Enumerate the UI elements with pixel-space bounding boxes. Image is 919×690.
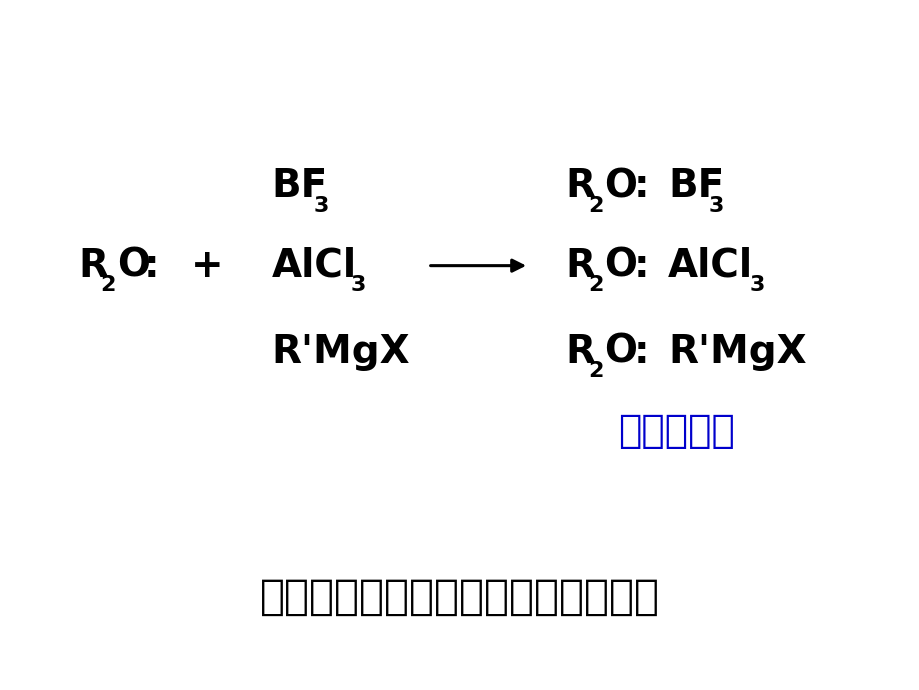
Text: 2: 2	[587, 362, 603, 381]
Text: 形成配合物: 形成配合物	[617, 412, 734, 451]
Text: BF: BF	[271, 167, 327, 206]
Text: BF: BF	[667, 167, 723, 206]
Text: 3: 3	[313, 196, 329, 215]
Text: O: O	[117, 246, 150, 285]
Text: 3: 3	[749, 275, 764, 295]
Text: :: :	[633, 246, 648, 285]
Text: AlCl: AlCl	[667, 246, 753, 285]
Text: 2: 2	[587, 275, 603, 295]
Text: 3: 3	[350, 275, 366, 295]
Text: R: R	[78, 246, 108, 285]
Text: R'MgX: R'MgX	[667, 333, 806, 371]
Text: AlCl: AlCl	[271, 246, 357, 285]
Text: 格氏试剂在乙醚中以配合物形式存在: 格氏试剂在乙醚中以配合物形式存在	[260, 576, 659, 618]
Text: R: R	[565, 333, 596, 371]
Text: :: :	[633, 333, 648, 371]
Text: :: :	[143, 246, 159, 285]
Text: O: O	[604, 246, 637, 285]
Text: :: :	[633, 167, 648, 206]
Text: 2: 2	[587, 196, 603, 215]
Text: O: O	[604, 167, 637, 206]
Text: O: O	[604, 333, 637, 371]
Text: +: +	[190, 246, 223, 285]
Text: R'MgX: R'MgX	[271, 333, 410, 371]
Text: R: R	[565, 167, 596, 206]
Text: R: R	[565, 246, 596, 285]
Text: 2: 2	[100, 275, 116, 295]
Text: 3: 3	[708, 196, 723, 215]
